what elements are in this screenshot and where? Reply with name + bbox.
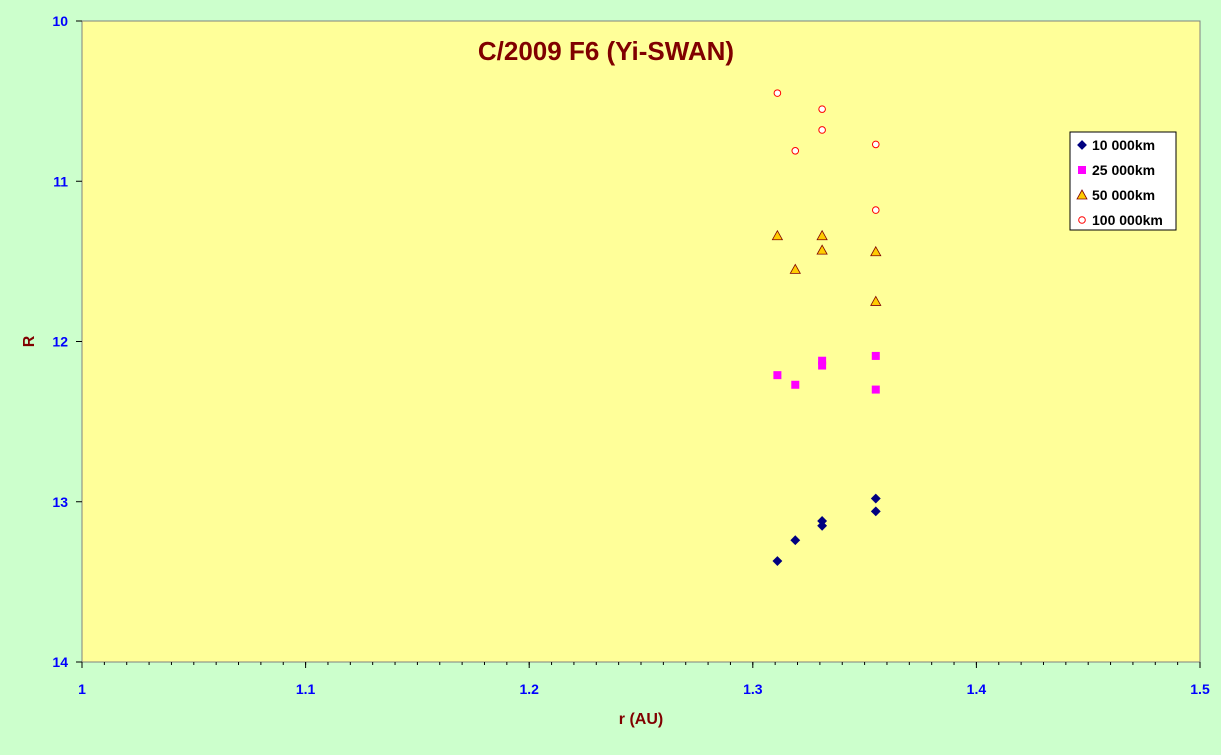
legend-item: 10 000km <box>1077 137 1155 153</box>
y-tick-label: 10 <box>52 13 68 29</box>
y-tick-label: 12 <box>52 334 68 350</box>
data-point-series-1 <box>772 556 783 566</box>
data-point-series-4 <box>818 126 826 134</box>
legend-label: 10 000km <box>1092 137 1155 153</box>
legend-marker <box>1077 140 1087 150</box>
legend-label: 100 000km <box>1092 212 1163 228</box>
x-tick-labels: 1 1.1 1.2 1.3 1.4 1.5 <box>78 681 1210 697</box>
x-tick-label: 1.2 <box>519 681 539 697</box>
legend-marker <box>1078 216 1086 224</box>
series-2-points <box>773 351 880 394</box>
data-point-series-3 <box>816 244 828 255</box>
x-minor-ticks <box>103 662 1179 665</box>
series-1-points <box>772 493 881 566</box>
legend: 10 000km 25 000km 50 000km 100 000km <box>1069 131 1177 231</box>
data-point-series-2 <box>871 385 880 394</box>
data-point-series-1 <box>790 535 801 546</box>
legend-marker <box>1078 166 1086 174</box>
data-point-series-1 <box>817 520 828 531</box>
data-point-series-2 <box>791 380 800 389</box>
y-tick-label: 14 <box>52 654 68 670</box>
x-major-ticks <box>81 662 1201 668</box>
legend-items: 10 000km 25 000km 50 000km 100 000km <box>1076 137 1163 228</box>
data-point-series-3 <box>771 229 784 241</box>
plot-area <box>81 20 1201 663</box>
data-point-series-4 <box>773 89 782 97</box>
legend-marker <box>1076 189 1088 200</box>
y-tick-labels: 10 11 12 13 14 <box>52 13 68 670</box>
chart-title: C/2009 F6 (Yi-SWAN) <box>478 36 734 66</box>
data-point-series-4 <box>791 147 800 155</box>
y-tick-label: 13 <box>52 494 68 510</box>
data-point-series-3 <box>870 245 882 257</box>
data-point-series-4 <box>818 105 826 113</box>
legend-box <box>1069 131 1177 231</box>
data-point-series-2 <box>818 356 827 365</box>
data-point-series-4 <box>871 206 880 214</box>
series-4-points <box>773 89 880 214</box>
x-axis-title: r (AU) <box>619 711 663 728</box>
data-point-series-2 <box>773 371 782 380</box>
data-point-series-3 <box>816 229 828 241</box>
x-tick-label: 1.5 <box>1190 681 1210 697</box>
legend-item: 25 000km <box>1078 162 1155 178</box>
x-tick-label: 1.4 <box>967 681 987 697</box>
y-axis-title: R <box>21 335 38 347</box>
x-tick-label: 1.3 <box>743 681 763 697</box>
data-point-series-2 <box>818 361 827 370</box>
y-ticks <box>76 20 82 663</box>
x-tick-label: 1 <box>78 681 86 697</box>
data-point-series-3 <box>789 263 801 274</box>
y-tick-label: 11 <box>53 173 68 189</box>
data-point-series-2 <box>871 351 880 360</box>
legend-item: 50 000km <box>1076 187 1155 203</box>
data-point-series-3 <box>870 295 882 306</box>
series-3-points <box>771 229 882 306</box>
data-point-series-4 <box>871 140 880 149</box>
legend-label: 50 000km <box>1092 187 1155 203</box>
legend-label: 25 000km <box>1092 162 1155 178</box>
legend-item: 100 000km <box>1078 212 1163 228</box>
data-point-series-1 <box>870 506 881 517</box>
data-point-series-1 <box>870 493 881 504</box>
data-markers <box>771 89 882 566</box>
x-tick-label: 1.1 <box>296 681 316 697</box>
